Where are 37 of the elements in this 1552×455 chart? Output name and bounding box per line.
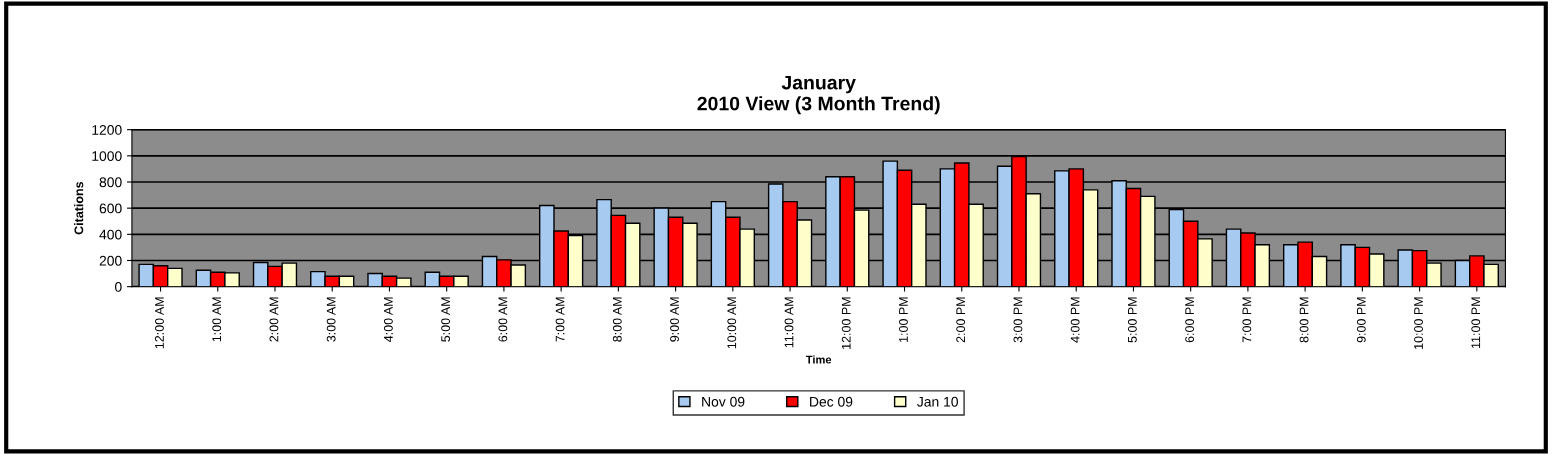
- y-tick-label: 400: [99, 229, 122, 240]
- x-tick-label: 9:00 AM: [670, 297, 679, 342]
- x-tick-label: 7:00 AM: [555, 297, 565, 342]
- x-tick-label: 6:00 AM: [498, 297, 508, 342]
- x-tick-label: 1:00 PM: [899, 297, 908, 342]
- x-tick-label: 12:00 PM: [841, 297, 851, 349]
- legend-label: Dec 09: [810, 396, 853, 407]
- y-tick-label: 200: [99, 255, 122, 266]
- x-tick-label: 8:00 AM: [612, 297, 622, 342]
- y-axis-title: Citations: [74, 181, 84, 235]
- x-tick-label: 8:00 PM: [1299, 297, 1309, 343]
- x-tick-label: 5:00 PM: [1127, 297, 1137, 343]
- y-tick-label: 800: [99, 177, 122, 188]
- x-tick-label: 4:00 AM: [383, 297, 393, 342]
- legend-label: Nov 09: [702, 396, 745, 407]
- x-tick-label: 4:00 PM: [1070, 297, 1080, 343]
- x-tick-label: 3:00 AM: [326, 297, 336, 342]
- y-tick-label: 600: [99, 203, 122, 214]
- x-tick-label: 10:00 PM: [1414, 297, 1423, 349]
- x-tick-label: 12:00 AM: [155, 297, 164, 349]
- x-tick-label: 11:00 PM: [1471, 297, 1481, 348]
- y-tick-label: 0: [115, 281, 122, 292]
- y-tick-label: 1200: [92, 125, 122, 135]
- x-tick-label: 5:00 AM: [441, 297, 451, 342]
- x-tick-label: 6:00 PM: [1185, 297, 1195, 343]
- x-tick-label: 2:00 AM: [269, 297, 279, 342]
- chart-title: January 2010 View (3 Month Trend): [697, 75, 940, 115]
- legend-label: Jan 10: [917, 396, 958, 407]
- x-tick-label: 9:00 PM: [1356, 297, 1366, 343]
- x-tick-label: 2:00 PM: [956, 297, 966, 343]
- x-tick-label: 10:00 AM: [727, 297, 737, 349]
- x-tick-label: 11:00 AM: [784, 297, 794, 348]
- x-axis-title: Time: [805, 355, 832, 364]
- x-tick-label: 3:00 PM: [1013, 297, 1023, 343]
- x-tick-label: 1:00 AM: [212, 297, 222, 342]
- y-tick-label: 1000: [92, 151, 122, 162]
- x-tick-label: 7:00 PM: [1242, 297, 1252, 343]
